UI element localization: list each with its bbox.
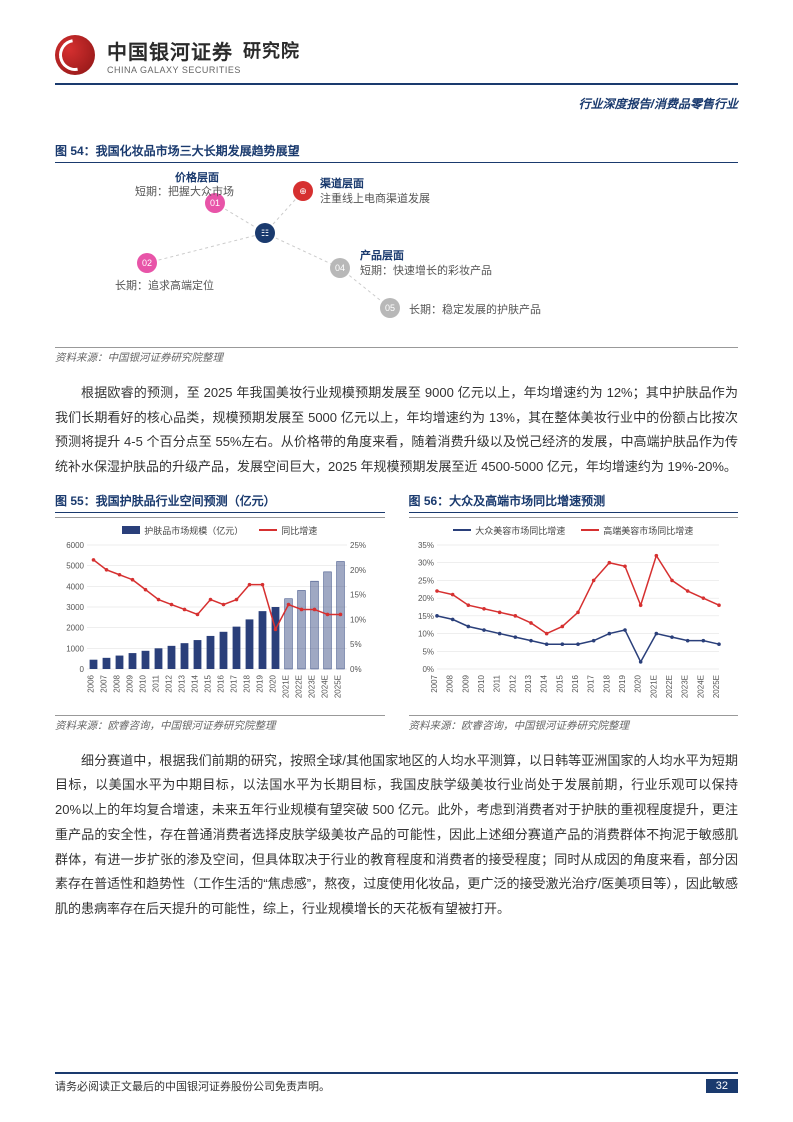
product-long-label: 长期：稳定发展的护肤产品 [409,301,541,317]
center-icon: ☷ [255,223,275,243]
svg-text:2000: 2000 [66,623,84,632]
price-long-label: 长期：追求高端定位 [115,277,214,293]
price-long-icon: 02 [137,253,157,273]
product-title: 产品层面 [360,247,404,263]
svg-text:5%: 5% [350,640,362,649]
svg-text:2016: 2016 [217,674,226,692]
fig54-title: 图 54：我国化妆品市场三大长期发展趋势展望 [55,142,738,163]
svg-text:2025E: 2025E [334,675,343,698]
svg-text:0: 0 [80,665,85,674]
svg-text:0%: 0% [350,665,362,674]
svg-text:25%: 25% [417,576,433,585]
svg-text:3000: 3000 [66,603,84,612]
svg-text:1000: 1000 [66,644,84,653]
body-paragraph-1: 根据欧睿的预测，至 2025 年我国美妆行业规模预期发展至 9000 亿元以上，… [55,381,738,480]
svg-text:2011: 2011 [492,674,501,692]
svg-text:2022E: 2022E [295,675,304,698]
page-number: 32 [706,1079,738,1093]
svg-text:35%: 35% [417,541,433,550]
svg-text:2020: 2020 [633,674,642,692]
svg-text:2016: 2016 [571,674,580,692]
svg-text:2020: 2020 [269,674,278,692]
svg-text:2008: 2008 [445,674,454,692]
svg-text:2013: 2013 [524,674,533,692]
svg-text:10%: 10% [350,615,366,624]
svg-text:2025E: 2025E [712,675,721,698]
svg-text:2008: 2008 [113,674,122,692]
brand-logo-icon [55,35,95,75]
svg-text:0%: 0% [422,665,434,674]
svg-text:2017: 2017 [586,674,595,692]
svg-text:2023E: 2023E [308,675,317,698]
svg-text:2024E: 2024E [696,675,705,698]
channel-title: 渠道层面 [320,175,364,191]
price-short-label: 短期：把握大众市场 [135,183,234,199]
brand-name-en: CHINA GALAXY SECURITIES [107,65,300,75]
svg-text:20%: 20% [417,594,433,603]
fig56-legend-prestige: 高端美容市场同比增速 [603,524,693,537]
header: 中国银河证券 研究院 CHINA GALAXY SECURITIES [55,35,738,75]
svg-text:2013: 2013 [178,674,187,692]
header-divider [55,83,738,85]
svg-text:2014: 2014 [539,674,548,692]
fig56-legend-mass: 大众美容市场同比增速 [475,524,565,537]
fig56-title: 图 56：大众及高端市场同比增速预测 [409,492,739,513]
fig56-source: 资料来源：欧睿咨询，中国银河证券研究院整理 [409,715,739,733]
svg-text:2022E: 2022E [665,675,674,698]
fig55-chart: 护肤品市场规模（亿元） 同比增速 0 1000 2000 3000 4000 5000 60… [55,517,385,711]
footer-disclaimer: 请务必阅读正文最后的中国银河证券股份公司免责声明。 [55,1078,330,1094]
svg-text:30%: 30% [417,558,433,567]
svg-text:10%: 10% [417,629,433,638]
svg-text:2009: 2009 [126,674,135,692]
svg-text:2021E: 2021E [282,675,291,698]
svg-text:2012: 2012 [508,674,517,692]
institute-label: 研究院 [243,37,300,63]
svg-text:2015: 2015 [204,674,213,692]
product-long-icon: 05 [380,298,400,318]
fig54-source: 资料来源：中国银河证券研究院整理 [55,347,738,365]
svg-text:2010: 2010 [139,674,148,692]
breadcrumb: 行业深度报告/消费品零售行业 [55,95,738,112]
svg-text:2014: 2014 [191,674,200,692]
svg-text:15%: 15% [350,590,366,599]
channel-text: 注重线上电商渠道发展 [320,190,430,206]
footer: 请务必阅读正文最后的中国银河证券股份公司免责声明。 32 [55,1072,738,1094]
svg-text:5%: 5% [422,647,434,656]
svg-text:2007: 2007 [100,674,109,692]
svg-text:4000: 4000 [66,582,84,591]
svg-text:2017: 2017 [230,674,239,692]
channel-icon: ⊕ [293,181,313,201]
svg-text:2019: 2019 [256,674,265,692]
svg-text:2010: 2010 [477,674,486,692]
brand-name-cn: 中国银河证券 [107,36,233,65]
product-short-icon: 04 [330,258,350,278]
svg-text:2019: 2019 [618,674,627,692]
svg-text:2023E: 2023E [680,675,689,698]
svg-text:2007: 2007 [430,674,439,692]
fig55-legend-line: 同比增速 [281,524,317,537]
svg-text:2006: 2006 [87,674,96,692]
svg-text:2012: 2012 [165,674,174,692]
svg-text:25%: 25% [350,541,366,550]
fig55-title: 图 55：我国护肤品行业空间预测（亿元） [55,492,385,513]
svg-text:2024E: 2024E [321,675,330,698]
svg-text:2015: 2015 [555,674,564,692]
svg-text:2021E: 2021E [649,675,658,698]
svg-text:2018: 2018 [243,674,252,692]
svg-text:2011: 2011 [152,674,161,692]
svg-text:2009: 2009 [461,674,470,692]
svg-text:5000: 5000 [66,561,84,570]
fig54-infographic: 01 价格层面 短期：把握大众市场 02 长期：追求高端定位 ☷ ⊕ 渠道层面 … [85,173,708,343]
svg-text:6000: 6000 [66,541,84,550]
fig56-chart: 大众美容市场同比增速 高端美容市场同比增速 0% 5% 10% 15% 20% 25% 30… [409,517,739,711]
svg-text:20%: 20% [350,566,366,575]
body-paragraph-2: 细分赛道中，根据我们前期的研究，按照全球/其他国家地区的人均水平测算，以日韩等亚… [55,749,738,922]
product-short-label: 短期：快速增长的彩妆产品 [360,262,492,278]
svg-text:15%: 15% [417,612,433,621]
svg-text:2018: 2018 [602,674,611,692]
fig55-source: 资料来源：欧睿咨询，中国银河证券研究院整理 [55,715,385,733]
fig55-legend-bars: 护肤品市场规模（亿元） [144,524,243,537]
